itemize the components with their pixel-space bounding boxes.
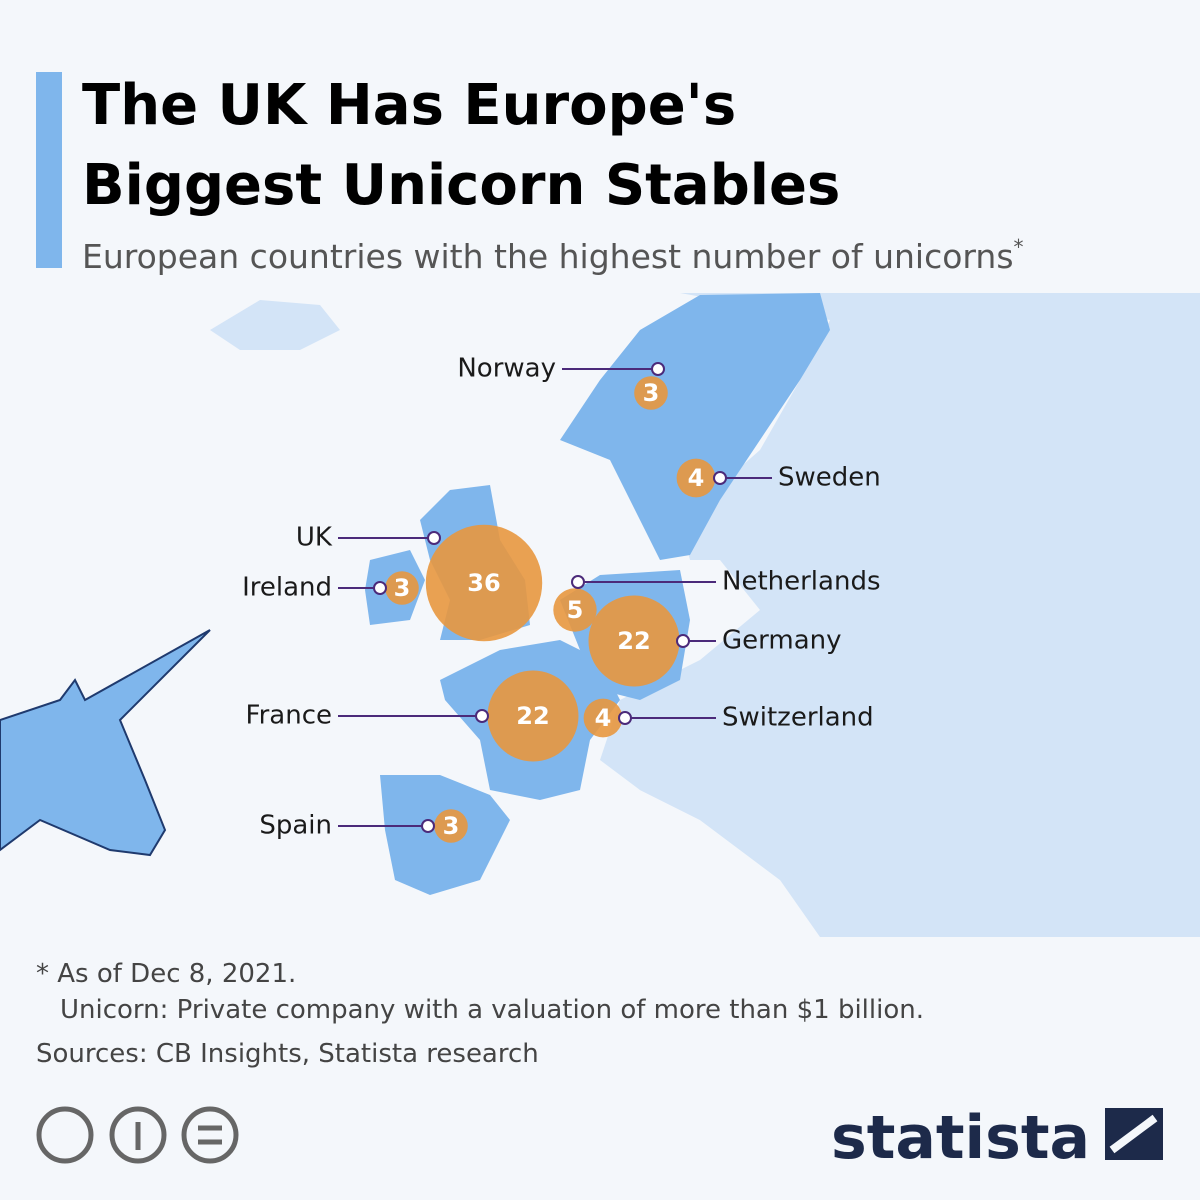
bubble <box>634 376 668 410</box>
source: Sources: CB Insights, Statista research <box>36 1039 539 1069</box>
bubble <box>385 571 419 605</box>
title-line: Biggest Unicorn Stables <box>82 153 840 218</box>
bubble-value: 22 <box>516 702 549 730</box>
bubble-value: 3 <box>443 812 460 840</box>
subtitle-mark: * <box>1014 235 1024 259</box>
bubble <box>588 595 680 687</box>
title-line: The UK Has Europe's <box>82 73 736 138</box>
leader-dot <box>651 362 665 376</box>
subtitle-text: European countries with the highest numb… <box>82 237 1014 276</box>
leader-dot <box>618 711 632 725</box>
leader-dot <box>421 819 435 833</box>
bubble <box>434 809 468 843</box>
cc-icon <box>36 1106 94 1164</box>
leader-dot <box>475 709 489 723</box>
bubbles: 3 4 36 3 5 22 22 4 3 <box>385 376 716 843</box>
country-label: Germany <box>722 626 842 656</box>
note: * As of Dec 8, 2021. <box>36 959 296 989</box>
country-label: Netherlands <box>722 567 881 597</box>
unicorn-head <box>0 629 211 857</box>
bubble-value: 22 <box>617 627 650 655</box>
bubble-value: 3 <box>394 574 411 602</box>
country-label: Spain <box>259 811 332 841</box>
country-label: France <box>246 701 332 731</box>
bubble <box>425 524 543 642</box>
bubble <box>487 670 579 762</box>
license-icons <box>36 1106 239 1164</box>
bubble-value: 3 <box>643 379 660 407</box>
bubble-value: 4 <box>595 704 612 732</box>
note: Unicorn: Private company with a valuatio… <box>60 995 924 1025</box>
map <box>200 293 1200 937</box>
brand-mark-stroke <box>1109 1114 1158 1154</box>
leader-dot <box>571 575 585 589</box>
country-label: Sweden <box>778 463 881 493</box>
iceland <box>210 300 340 350</box>
callouts: Norway Sweden UK Ireland Netherlands Germany F… <box>242 354 881 841</box>
bubble-value: 4 <box>688 464 705 492</box>
leader-dot <box>713 471 727 485</box>
country-label: Norway <box>457 354 556 384</box>
subtitle: European countries with the highest numb… <box>82 235 1024 276</box>
bubble <box>676 458 716 498</box>
unicorn <box>0 629 211 857</box>
country-label: UK <box>296 523 333 553</box>
nd-mark <box>198 1125 222 1145</box>
bubble-value: 36 <box>467 569 500 597</box>
bubble <box>553 588 597 632</box>
leader-dot <box>373 581 387 595</box>
nd-icon <box>181 1106 239 1164</box>
leader-dot <box>427 531 441 545</box>
country-label: Switzerland <box>722 703 874 733</box>
country-label: Ireland <box>242 573 332 603</box>
by-icon <box>109 1106 167 1164</box>
scandinavia <box>560 293 830 560</box>
bubble-value: 5 <box>567 596 584 624</box>
bubble <box>583 698 623 738</box>
leader-dot <box>676 634 690 648</box>
brand-logo: statista <box>831 1103 1090 1173</box>
title-accent <box>36 72 62 268</box>
land-south <box>610 690 900 880</box>
